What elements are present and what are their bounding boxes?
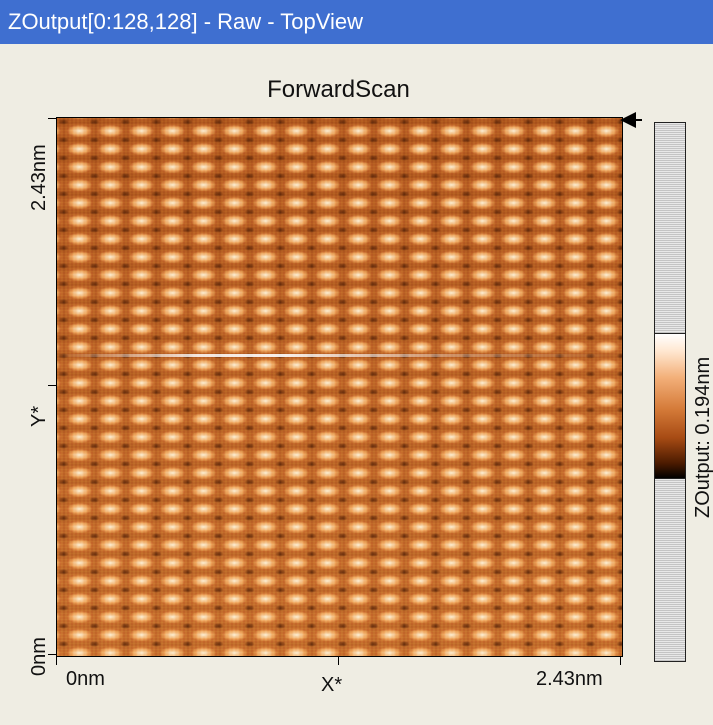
y-axis-bottom-tick [48, 654, 56, 655]
x-axis-mid-tick [338, 657, 339, 665]
colorbar-label: ZOutput: 0.194nm [692, 356, 713, 518]
y-axis-mid-tick [48, 385, 56, 386]
colorbar[interactable] [654, 122, 686, 662]
title-bar[interactable]: ZOutput[0:128,128] - Raw - TopView [0, 0, 713, 44]
y-axis-min-label: 0nm [28, 637, 50, 676]
x-axis-min-label: 0nm [66, 668, 105, 690]
forward-scan-image[interactable] [56, 117, 623, 657]
window-title: ZOutput[0:128,128] - Raw - TopView [8, 9, 364, 34]
x-axis-start-tick [56, 657, 57, 665]
plot-title: ForwardScan [267, 76, 410, 103]
x-axis-max-label: 2.43nm [536, 668, 603, 690]
y-axis-label: Y* [28, 405, 50, 427]
scan-line-artifact [57, 354, 622, 357]
x-axis-end-tick [620, 657, 621, 665]
colorbar-marker[interactable] [620, 112, 636, 128]
y-axis-max-label: 2.43nm [28, 144, 50, 211]
x-axis-label: X* [321, 674, 343, 696]
y-axis-top-tick [48, 118, 56, 119]
colorbar-marker-line [636, 119, 642, 121]
colorbar-scale [655, 333, 685, 479]
